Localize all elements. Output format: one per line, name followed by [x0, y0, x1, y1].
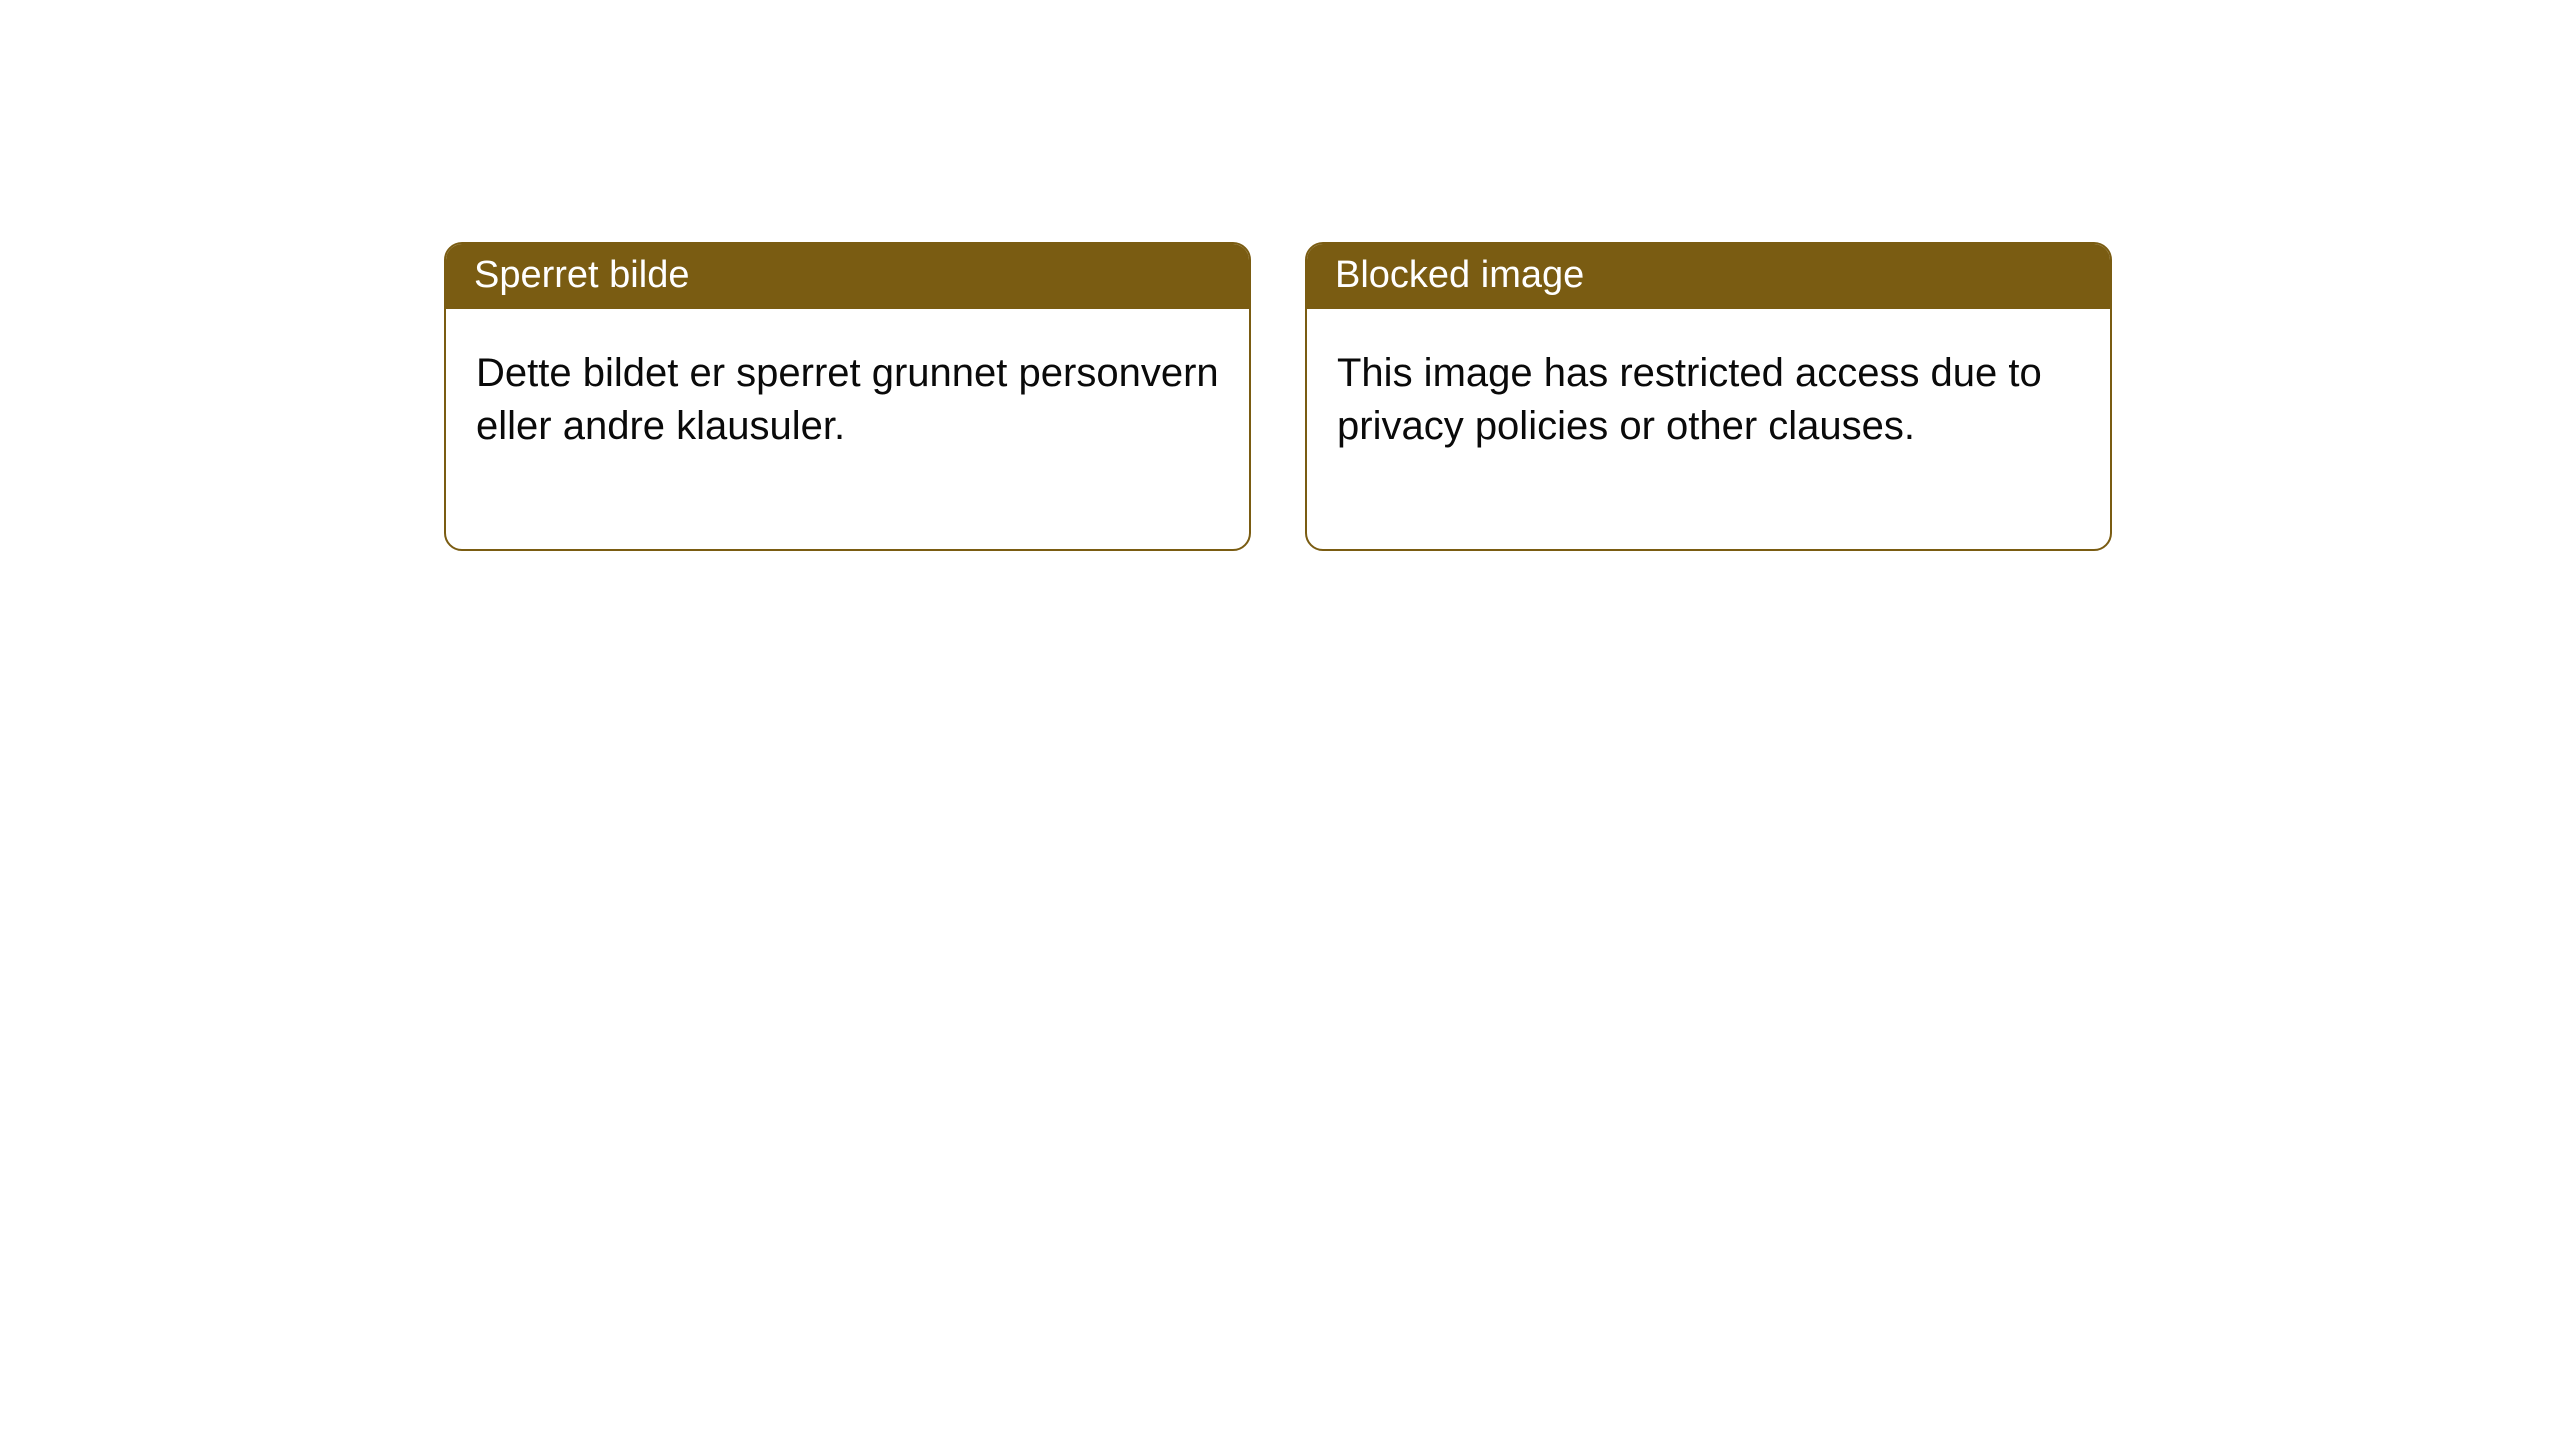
notice-card-body: This image has restricted access due to … — [1307, 309, 2110, 549]
notice-card-title: Sperret bilde — [446, 244, 1249, 309]
notice-card-english: Blocked image This image has restricted … — [1305, 242, 2112, 551]
notice-cards-container: Sperret bilde Dette bildet er sperret gr… — [444, 242, 2560, 551]
notice-card-body: Dette bildet er sperret grunnet personve… — [446, 309, 1249, 549]
notice-card-title: Blocked image — [1307, 244, 2110, 309]
notice-card-norwegian: Sperret bilde Dette bildet er sperret gr… — [444, 242, 1251, 551]
